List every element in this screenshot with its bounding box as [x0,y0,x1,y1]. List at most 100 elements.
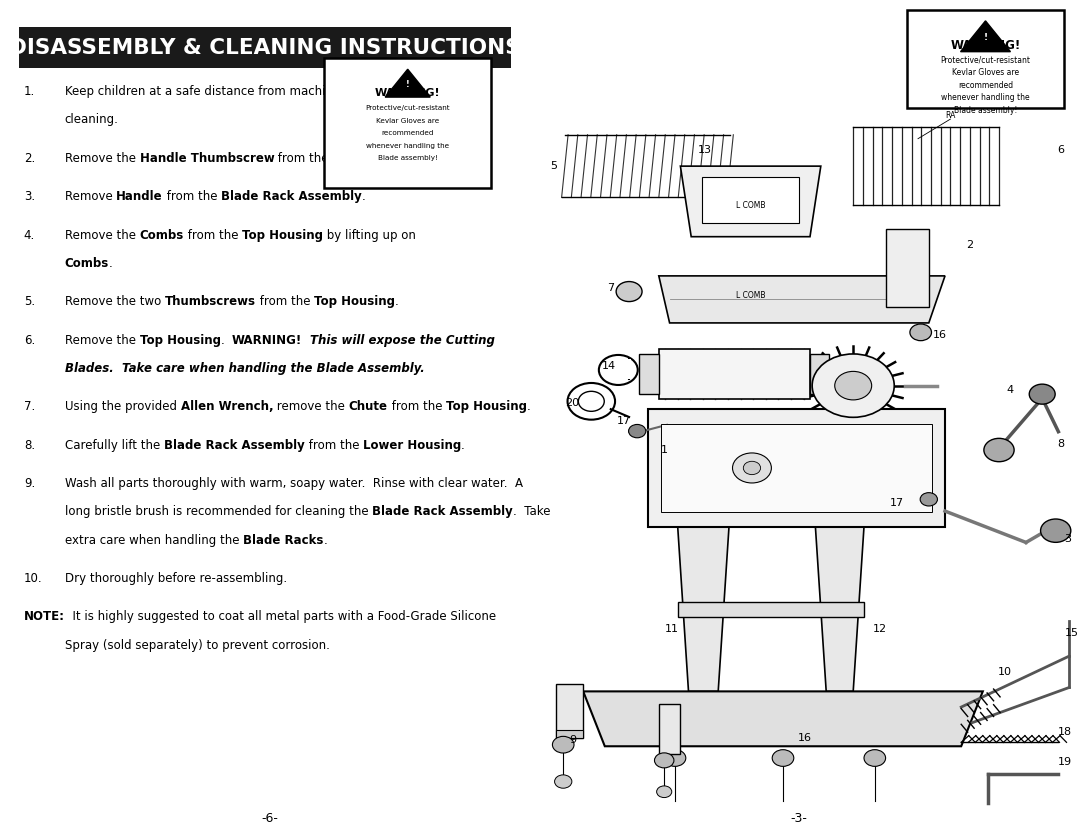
Bar [324,58,491,188]
Bar [702,177,799,223]
Text: Carefully lift the: Carefully lift the [65,439,164,452]
Text: DISASSEMBLY & CLEANING INSTRUCTIONS: DISASSEMBLY & CLEANING INSTRUCTIONS [10,38,521,58]
Text: Remove the: Remove the [65,229,139,242]
Circle shape [664,750,686,766]
Text: Blade Rack Assembly: Blade Rack Assembly [373,505,513,519]
Polygon shape [680,166,821,237]
Text: 14: 14 [602,361,617,371]
Text: from the: from the [388,400,446,414]
Circle shape [920,493,937,506]
Bar [678,602,864,617]
Text: Kevlar Gloves are: Kevlar Gloves are [951,68,1020,77]
Text: recommended: recommended [381,130,434,137]
Text: RA: RA [945,111,956,119]
Polygon shape [659,276,945,323]
Text: Wash all parts thoroughly with warm, soapy water.  Rinse with clear water.  A: Wash all parts thoroughly with warm, soa… [65,477,523,490]
Text: Dry thoroughly before re-assembling.: Dry thoroughly before re-assembling. [65,572,287,585]
Text: .: . [527,400,530,414]
Text: 16: 16 [798,733,811,743]
Text: extra care when handling the: extra care when handling the [65,534,243,547]
Text: recommended: recommended [958,81,1013,89]
Text: 4: 4 [1007,384,1013,394]
Bar [19,27,511,68]
Text: Remove the two: Remove the two [65,295,165,309]
Text: 10.: 10. [24,572,42,585]
Text: 8: 8 [1057,440,1065,450]
Text: Remove the: Remove the [65,334,139,347]
Text: .: . [362,190,366,203]
Circle shape [772,750,794,766]
Text: .: . [379,152,383,165]
Text: Blade Rack Assembly: Blade Rack Assembly [164,439,305,452]
Text: .: . [461,439,464,452]
Text: NOTE:: NOTE: [24,610,65,624]
Text: 6: 6 [1057,145,1065,155]
Text: 20: 20 [565,398,580,408]
Text: Blades.  Take care when handling the Blade Assembly.: Blades. Take care when handling the Blad… [65,362,424,375]
Circle shape [743,461,760,475]
Text: 7.: 7. [24,400,35,414]
Circle shape [835,371,872,399]
Text: Blade assembly!: Blade assembly! [378,155,437,162]
Text: !: ! [984,33,987,42]
Text: Handle Thumbscrew: Handle Thumbscrew [139,152,274,165]
Text: 9: 9 [569,735,576,745]
Text: Thumbscrews: Thumbscrews [165,295,256,309]
Text: Blade Racks: Blade Racks [243,534,323,547]
Polygon shape [815,527,864,691]
Text: 16: 16 [933,329,946,339]
Bar [659,704,680,754]
Polygon shape [583,691,983,746]
Text: 2: 2 [966,239,973,249]
Text: Remove the: Remove the [65,152,139,165]
Polygon shape [386,69,430,97]
Circle shape [1041,519,1070,542]
Text: 19: 19 [1057,757,1072,767]
Circle shape [555,775,572,788]
Text: Handle: Handle [117,190,163,203]
Text: Keep children at a safe distance from machine while: Keep children at a safe distance from ma… [65,85,375,98]
Text: 2.: 2. [24,152,35,165]
Text: Top Housing: Top Housing [242,229,323,242]
Text: remove the: remove the [273,400,349,414]
Text: 5.: 5. [24,295,35,309]
Bar [556,730,583,738]
Text: 8.: 8. [24,439,35,452]
Text: from the: from the [256,295,314,309]
Circle shape [864,750,886,766]
Text: 15: 15 [1065,628,1079,637]
Text: Using the provided: Using the provided [65,400,180,414]
Text: 7: 7 [607,283,613,293]
Text: 10: 10 [998,667,1011,676]
Bar [907,10,1064,108]
Text: 12: 12 [873,624,888,634]
Text: .  Take: . Take [513,505,551,519]
Circle shape [910,324,931,340]
Text: from the: from the [163,190,221,203]
Bar [659,349,810,399]
Text: from the: from the [305,439,363,452]
Bar [661,425,932,512]
Text: -3-: -3- [791,812,808,826]
Text: 6.: 6. [24,334,35,347]
Text: .: . [323,534,327,547]
Text: Top Housing: Top Housing [314,295,395,309]
Circle shape [654,753,674,768]
Text: 9.: 9. [24,477,35,490]
Text: Top Housing: Top Housing [139,334,220,347]
Text: 3: 3 [1065,534,1071,544]
Circle shape [732,453,771,483]
Circle shape [984,439,1014,462]
Circle shape [616,282,642,302]
Circle shape [552,736,573,753]
Text: whenever handling the: whenever handling the [366,143,449,149]
Bar [639,354,659,394]
Text: Combs: Combs [139,229,184,242]
Bar [810,354,829,394]
Text: Blade Rack Assembly: Blade Rack Assembly [221,190,362,203]
Text: .: . [220,334,232,347]
Text: Handle: Handle [333,152,379,165]
Text: This will expose the Cutting: This will expose the Cutting [310,334,495,347]
Text: Protective/cut-resistant: Protective/cut-resistant [365,105,450,112]
Text: .: . [395,295,399,309]
